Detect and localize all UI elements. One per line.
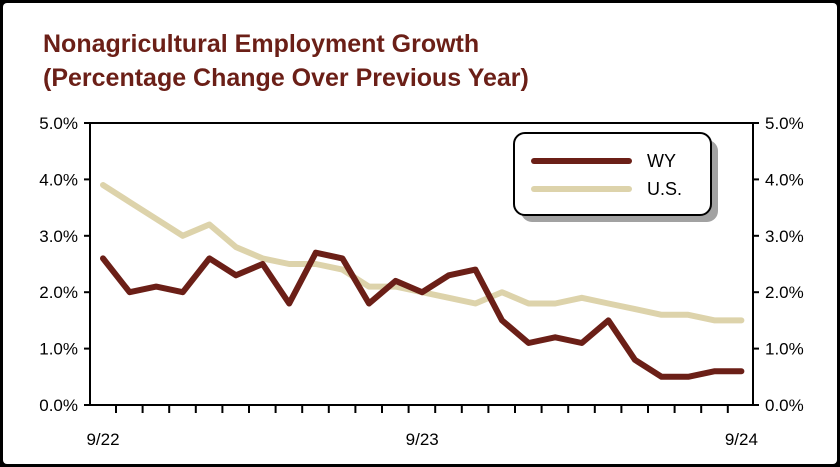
line-chart: 0.0% 0.0% 1.0% 1.0% 2.0% 2.0% 3.0% 3.0% 4.0% 4.0%… <box>39 114 804 449</box>
y-tick-label-right: 5.0% <box>765 114 804 133</box>
chart-title-line-2: (Percentage Change Over Previous Year) <box>43 64 529 92</box>
legend-label-wy: WY <box>647 151 676 171</box>
legend-box <box>513 132 712 216</box>
x-tick-label: 9/24 <box>725 430 758 449</box>
y-tick-label-right: 2.0% <box>765 283 804 302</box>
y-tick-label-right: 3.0% <box>765 227 804 246</box>
y-tick-label-left: 3.0% <box>39 227 78 246</box>
y-tick-label-left: 5.0% <box>39 114 78 133</box>
x-tick-label: 9/22 <box>86 430 119 449</box>
plot-area-border <box>89 122 754 406</box>
y-tick-label-left: 4.0% <box>39 170 78 189</box>
chart-title-line-1: Nonagricultural Employment Growth <box>43 30 480 58</box>
series-line-wy <box>100 249 745 380</box>
y-tick-label-right: 1.0% <box>765 340 804 359</box>
y-tick-label-left: 2.0% <box>39 283 78 302</box>
y-tick-label-right: 0.0% <box>765 396 804 415</box>
x-tick-label: 9/23 <box>406 430 439 449</box>
legend-label-us: U.S. <box>647 179 682 199</box>
y-tick-label-right: 4.0% <box>765 170 804 189</box>
chart-title: Nonagricultural Employment Growth (Perce… <box>43 27 529 95</box>
y-tick-label-left: 0.0% <box>39 396 78 415</box>
y-tick-label-left: 1.0% <box>39 340 78 359</box>
chart-frame: Nonagricultural Employment Growth (Perce… <box>3 3 837 464</box>
